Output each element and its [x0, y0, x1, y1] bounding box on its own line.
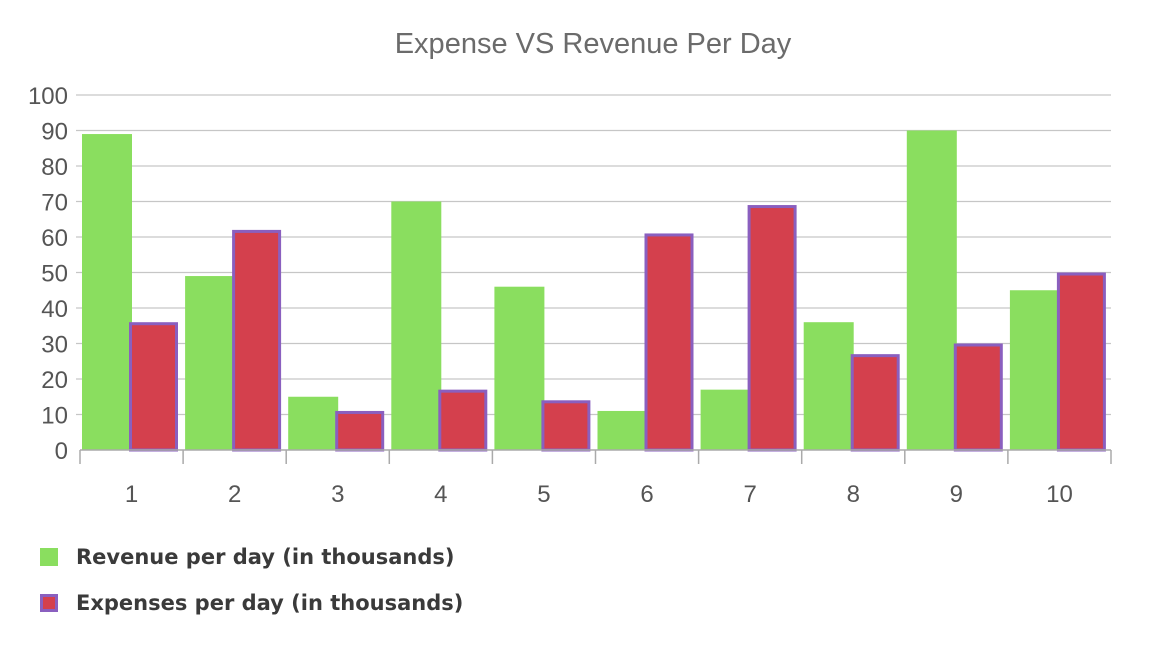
y-tick-label-90: 90 [41, 119, 68, 146]
x-tick-label-8: 8 [847, 481, 860, 508]
bar-expenses-5 [541, 400, 591, 452]
bar-revenue-7 [700, 389, 751, 450]
bar-expenses-2 [232, 229, 282, 452]
bar-revenue-6 [597, 410, 648, 450]
bar-revenue-4 [391, 201, 442, 450]
bar-revenue-5 [494, 286, 545, 450]
x-tick-label-4: 4 [434, 481, 447, 508]
chart-title: Expense VS Revenue Per Day [394, 28, 792, 60]
bar-revenue-9 [906, 130, 957, 450]
bar-revenue-2 [185, 276, 236, 450]
x-tick-label-9: 9 [950, 481, 963, 508]
y-tick-label-80: 80 [41, 154, 68, 181]
bar-expenses-8 [850, 354, 900, 452]
bar-expenses-7 [747, 205, 797, 452]
y-tick-label-100: 100 [28, 83, 68, 110]
x-tick-label-10: 10 [1046, 481, 1073, 508]
y-tick-label-40: 40 [41, 296, 68, 323]
x-tick-label-3: 3 [331, 481, 344, 508]
x-tick-label-1: 1 [125, 481, 138, 508]
legend-item-expenses[interactable]: Expenses per day (in thousands) [40, 586, 463, 620]
legend-item-revenue[interactable]: Revenue per day (in thousands) [40, 540, 463, 574]
bar-expenses-10 [1056, 272, 1106, 452]
bar-expenses-6 [644, 233, 694, 452]
y-tick-label-70: 70 [41, 190, 68, 217]
legend-label-revenue: Revenue per day (in thousands) [76, 545, 455, 569]
bar-expenses-1 [129, 322, 178, 452]
x-tick-label-7: 7 [743, 481, 756, 508]
y-tick-label-50: 50 [41, 261, 68, 288]
legend: Revenue per day (in thousands) Expenses … [40, 540, 463, 632]
legend-label-expenses: Expenses per day (in thousands) [76, 591, 464, 615]
bar-expenses-4 [438, 389, 488, 452]
x-tick-label-5: 5 [537, 481, 550, 508]
bar-revenue-1 [82, 134, 132, 451]
bar-revenue-3 [288, 396, 339, 450]
x-tick-label-6: 6 [640, 481, 653, 508]
y-tick-label-60: 60 [41, 225, 68, 252]
bar-expenses-3 [335, 410, 385, 452]
y-tick-label-20: 20 [41, 367, 68, 394]
legend-swatch-expenses [40, 594, 58, 612]
y-tick-label-0: 0 [55, 438, 68, 465]
bar-revenue-8 [803, 322, 854, 450]
bar-revenue-10 [1009, 290, 1060, 450]
x-tick-label-2: 2 [228, 481, 241, 508]
y-tick-label-10: 10 [41, 403, 68, 430]
legend-swatch-revenue [40, 548, 58, 566]
bar-expenses-9 [953, 343, 1003, 452]
y-tick-label-30: 30 [41, 332, 68, 359]
